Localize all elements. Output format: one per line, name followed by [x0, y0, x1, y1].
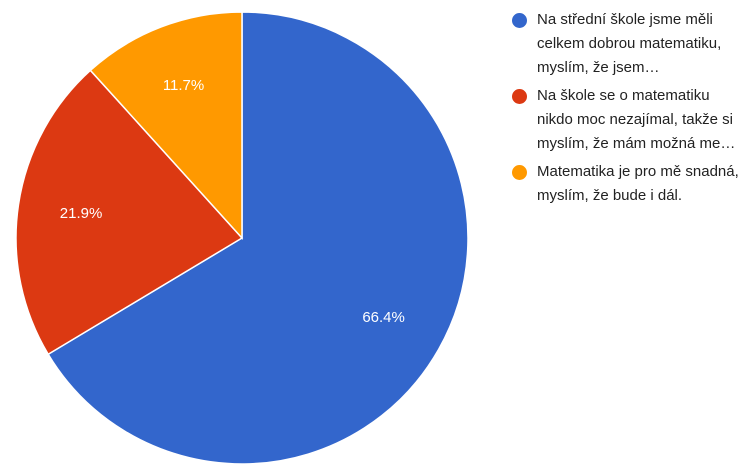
legend: Na střední škole jsme měli celkem dobrou… [512, 8, 748, 212]
chart: 66.4% 21.9% 11.7% [15, 11, 469, 464]
legend-label: Na škole se o matematiku nikdo moc nezaj… [537, 87, 736, 152]
legend-marker [512, 89, 527, 104]
legend-marker [512, 165, 527, 180]
pie-slice [47, 11, 469, 464]
legend-item: Na střední škole jsme měli celkem dobrou… [512, 8, 748, 80]
legend-label: Na střední škole jsme měli celkem dobrou… [537, 11, 722, 76]
slice-label: 21.9% [60, 205, 103, 222]
legend-marker [512, 13, 527, 28]
slice-label: 11.7% [163, 77, 204, 94]
pie-slice [89, 11, 243, 240]
legend-label: Matematika je pro mě snadná, myslím, že … [537, 163, 739, 204]
pie-slice [15, 69, 244, 356]
slice-label: 66.4% [362, 309, 405, 326]
legend-item: Na škole se o matematiku nikdo moc nezaj… [512, 84, 748, 156]
legend-item: Matematika je pro mě snadná, myslím, že … [512, 160, 748, 208]
